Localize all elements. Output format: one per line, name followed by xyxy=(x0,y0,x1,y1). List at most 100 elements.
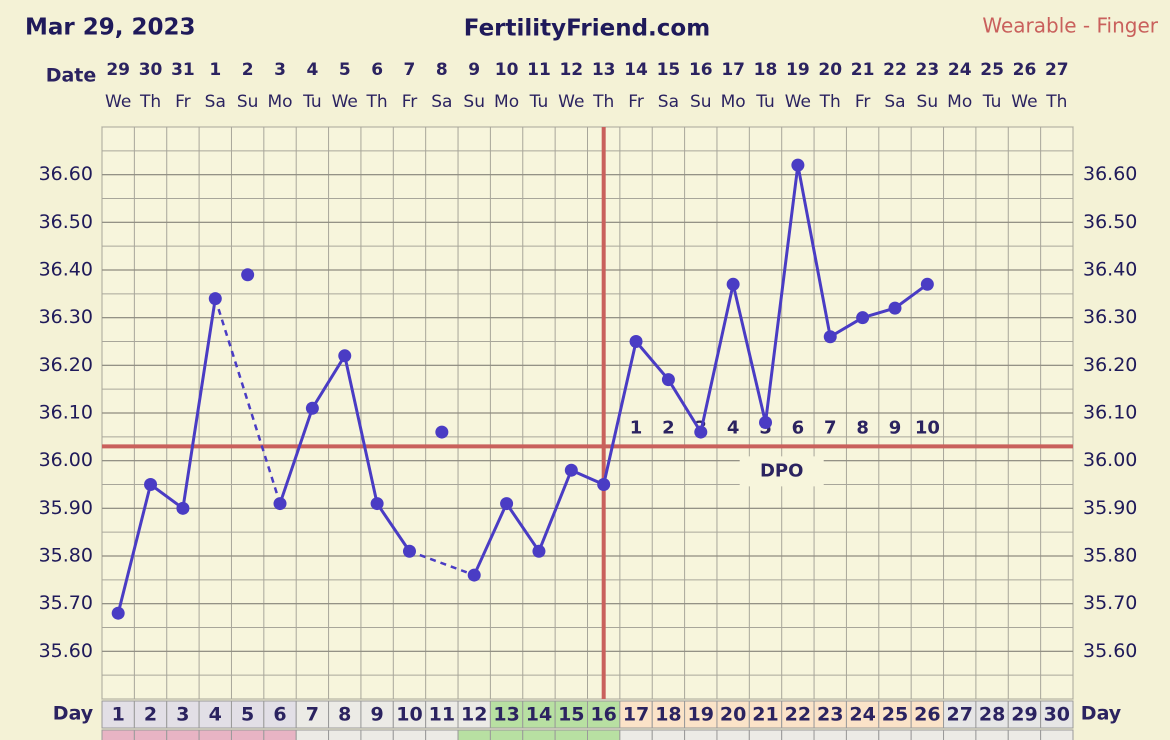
cycle-day-label: 20 xyxy=(720,704,746,726)
day-cell xyxy=(425,729,459,740)
weekday-label: We xyxy=(332,92,358,112)
day-cell xyxy=(392,700,427,729)
cycle-day-label: 4 xyxy=(209,704,222,726)
weekday-label: Fr xyxy=(628,92,644,112)
weekday-label: Sa xyxy=(884,92,905,112)
day-cell xyxy=(295,729,330,740)
date-label: 3 xyxy=(274,60,286,80)
weekday-label: Tu xyxy=(529,92,549,112)
y-tick-label: 36.60 xyxy=(1083,163,1137,185)
cycle-day-label: 9 xyxy=(370,704,383,726)
weekday-label: Th xyxy=(819,92,841,112)
day-cell xyxy=(360,700,394,729)
y-tick-label: 35.80 xyxy=(39,545,93,567)
date-label: 26 xyxy=(1013,60,1037,80)
y-tick-label: 35.80 xyxy=(1083,545,1137,567)
cycle-day-label: 16 xyxy=(590,704,616,726)
day-cell xyxy=(684,700,718,729)
y-tick-label: 36.50 xyxy=(39,211,93,233)
cycle-day-label: 25 xyxy=(882,704,908,726)
date-label: 30 xyxy=(139,60,163,80)
temperature-point xyxy=(500,497,514,511)
weekday-label: Th xyxy=(139,92,161,112)
day-cell xyxy=(166,700,200,729)
day-cell xyxy=(328,700,362,729)
y-tick-label: 36.00 xyxy=(1083,449,1137,471)
bridge-line xyxy=(409,550,475,577)
weekday-label: Sa xyxy=(205,92,226,112)
day-cell xyxy=(230,729,265,740)
temperature-point xyxy=(920,277,934,291)
weekday-label: Tu xyxy=(982,92,1002,112)
day-cell xyxy=(101,729,135,740)
y-tick-label: 36.30 xyxy=(39,306,93,328)
temperature-point xyxy=(759,416,773,430)
cycle-day-label: 10 xyxy=(396,704,422,726)
cycle-day-label: 5 xyxy=(241,704,254,726)
cycle-day-label: 18 xyxy=(655,704,681,726)
y-tick-label: 36.40 xyxy=(39,259,93,281)
y-tick-label: 35.60 xyxy=(39,640,93,662)
weekday-label: We xyxy=(785,92,811,112)
weekday-label: Th xyxy=(592,92,614,112)
y-tick-label: 36.50 xyxy=(1083,211,1137,233)
cycle-day-label: 13 xyxy=(493,704,519,726)
temperature-point xyxy=(823,330,837,344)
temperature-point xyxy=(305,401,319,415)
date-text: Mar 29, 2023 xyxy=(25,15,196,41)
dpo-label: 9 xyxy=(889,417,902,438)
day-cell xyxy=(910,729,945,740)
weekday-label: Su xyxy=(690,92,712,112)
y-tick-label: 35.90 xyxy=(1083,497,1137,519)
y-tick-label: 36.30 xyxy=(1083,306,1137,328)
weekday-label: We xyxy=(1011,92,1037,112)
temperature-point xyxy=(791,158,805,172)
day-cell xyxy=(845,729,880,740)
day-cell xyxy=(360,729,394,740)
cycle-day-label: 14 xyxy=(526,704,552,726)
discarded-point xyxy=(241,268,255,282)
day-cell xyxy=(295,700,330,729)
day-cell xyxy=(910,700,945,729)
day-cell xyxy=(748,729,783,740)
cycle-day-label: 3 xyxy=(176,704,189,726)
date-label: 27 xyxy=(1045,60,1069,80)
dpo-label: 8 xyxy=(856,417,869,438)
day-cell xyxy=(1040,729,1074,740)
date-label: 7 xyxy=(404,60,416,80)
day-cell xyxy=(1007,729,1042,740)
cycle-day-label: 28 xyxy=(979,704,1005,726)
discarded-point xyxy=(435,425,449,439)
y-tick-label: 35.90 xyxy=(39,497,93,519)
day-cell xyxy=(263,700,297,729)
date-label: 18 xyxy=(754,60,778,80)
temperature-point xyxy=(370,497,384,511)
day-cell xyxy=(943,729,977,740)
temperature-point xyxy=(661,373,675,387)
cycle-day-label: 22 xyxy=(785,704,811,726)
day-cell xyxy=(1007,700,1042,729)
day-cell xyxy=(716,700,750,729)
date-label: 5 xyxy=(339,60,351,80)
cycle-day-label: 1 xyxy=(112,704,125,726)
date-label: 29 xyxy=(106,60,130,80)
weekday-label: Su xyxy=(917,92,939,112)
cycle-day-label: 19 xyxy=(688,704,714,726)
y-tick-label: 36.20 xyxy=(1083,354,1137,376)
dpo-label: 10 xyxy=(915,417,940,438)
day-label: Day xyxy=(53,703,94,725)
date-label: Date xyxy=(46,65,97,87)
dpo-box xyxy=(739,456,824,487)
date-label: 11 xyxy=(527,60,551,80)
dpo-label: 2 xyxy=(662,417,675,438)
weekday-label: Mo xyxy=(494,92,519,112)
weekday-label: Th xyxy=(1045,92,1067,112)
y-tick-label: 36.20 xyxy=(39,354,93,376)
temperature-point xyxy=(176,501,190,515)
weekday-label: Fr xyxy=(402,92,418,112)
cycle-day-label: 21 xyxy=(752,704,778,726)
day-cell xyxy=(716,729,750,740)
cycle-day-label: 17 xyxy=(623,704,649,726)
y-tick-label: 36.00 xyxy=(39,449,93,471)
day-cell xyxy=(651,700,686,729)
